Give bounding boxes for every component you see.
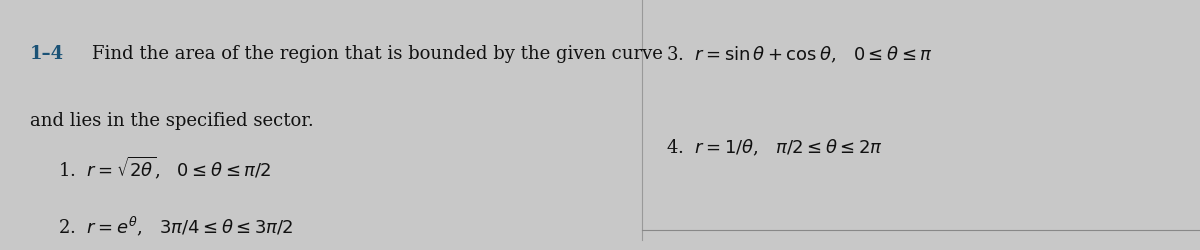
Text: and lies in the specified sector.: and lies in the specified sector. bbox=[30, 112, 313, 130]
Text: Find the area of the region that is bounded by the given curve: Find the area of the region that is boun… bbox=[92, 45, 664, 63]
Text: 3.  $r = \sin\theta + \cos\theta$,   $0 \leq \theta \leq \pi$: 3. $r = \sin\theta + \cos\theta$, $0 \le… bbox=[666, 45, 932, 65]
Text: 1.  $r = \sqrt{2\theta}$,   $0 \leq \theta \leq \pi/2$: 1. $r = \sqrt{2\theta}$, $0 \leq \theta … bbox=[58, 155, 271, 181]
Text: 1–4: 1–4 bbox=[30, 45, 64, 63]
Text: 4.  $r = 1/\theta$,   $\pi/2 \leq \theta \leq 2\pi$: 4. $r = 1/\theta$, $\pi/2 \leq \theta \l… bbox=[666, 138, 883, 158]
Text: 2.  $r = e^{\theta}$,   $3\pi/4 \leq \theta \leq 3\pi/2$: 2. $r = e^{\theta}$, $3\pi/4 \leq \theta… bbox=[58, 215, 293, 238]
